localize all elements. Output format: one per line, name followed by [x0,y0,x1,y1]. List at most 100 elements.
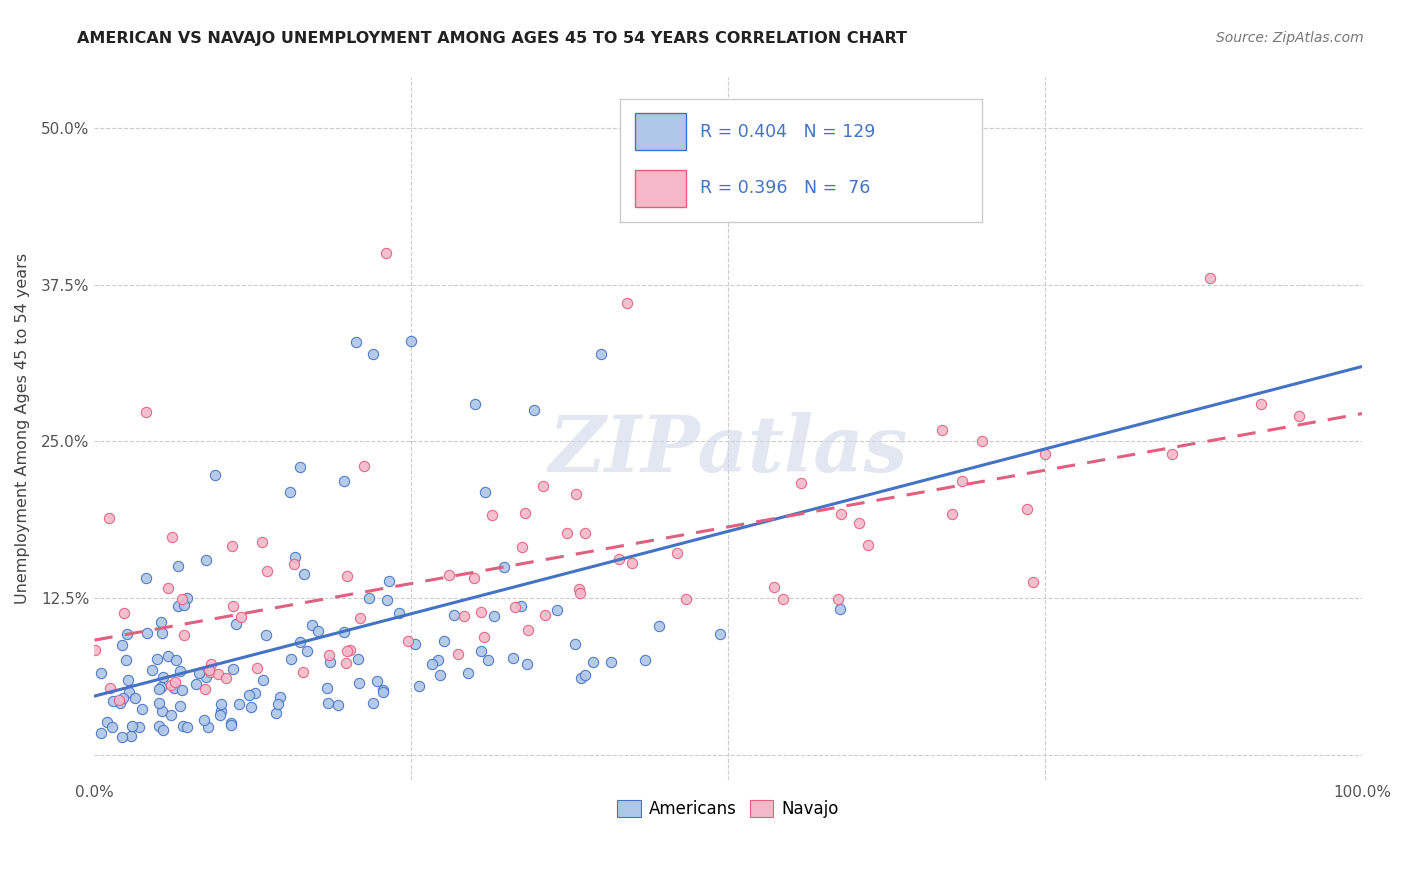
Point [396,634,419,648]
Point [790,476,813,491]
Point [111,690,134,705]
Point [333,625,356,640]
Point [347,676,370,690]
Point [366,673,388,688]
Point [115,627,138,641]
Point [1288,409,1310,424]
Point [307,624,329,638]
Point [574,668,596,682]
Point [96,714,118,729]
Point [429,668,451,682]
Point [316,681,339,695]
Point [941,508,963,522]
Point [336,568,359,582]
Point [443,608,465,623]
Point [152,670,174,684]
Point [359,591,381,605]
Point [165,652,187,666]
Point [316,697,339,711]
Point [222,662,245,676]
Point [523,402,546,417]
Point [98,511,121,525]
Point [463,571,485,585]
Point [222,599,245,613]
Point [221,539,243,553]
Point [90,726,112,740]
Point [950,474,973,488]
Point [170,683,193,698]
Point [111,638,134,652]
Point [194,682,217,697]
Point [555,526,578,541]
Point [194,553,217,567]
Point [280,484,302,499]
Point [245,661,267,675]
Point [135,571,157,585]
Point [101,694,124,708]
Point [371,683,394,698]
Point [243,685,266,699]
Point [146,651,169,665]
Legend: Americans, Navajo: Americans, Navajo [610,793,846,825]
Point [101,720,124,734]
Point [404,636,426,650]
Point [665,546,688,560]
Point [827,592,849,607]
Point [1160,447,1182,461]
Point [332,474,354,488]
Point [120,729,142,743]
Point [472,631,495,645]
Point [503,600,526,615]
Point [141,663,163,677]
Point [209,697,232,711]
Point [1199,271,1222,285]
Point [830,602,852,616]
Point [388,607,411,621]
Point [238,688,260,702]
Text: AMERICAN VS NAVAJO UNEMPLOYMENT AMONG AGES 45 TO 54 YEARS CORRELATION CHART: AMERICAN VS NAVAJO UNEMPLOYMENT AMONG AG… [77,31,907,46]
Point [290,459,312,474]
Point [492,559,515,574]
Point [200,657,222,671]
Point [165,675,187,690]
Point [371,685,394,699]
Point [481,508,503,522]
Point [772,591,794,606]
Point [607,551,630,566]
Point [269,690,291,705]
Point [931,423,953,437]
Point [169,664,191,678]
Point [848,516,870,530]
Point [221,717,243,731]
Point [1022,575,1045,590]
Point [208,708,231,723]
Point [266,698,288,712]
Point [111,730,134,744]
Point [124,691,146,706]
Point [344,335,367,350]
Point [564,487,586,501]
Point [157,581,180,595]
Point [284,549,307,564]
Point [292,566,315,581]
Point [408,680,430,694]
Point [225,616,247,631]
Point [266,706,288,721]
Point [162,681,184,695]
Point [856,538,879,552]
Point [252,535,274,549]
Point [433,634,456,648]
Point [447,647,470,661]
Point [121,719,143,733]
Point [135,405,157,419]
Point [470,605,492,619]
Point [83,643,105,657]
Point [169,699,191,714]
Point [252,673,274,687]
Point [474,485,496,500]
Point [907,133,929,147]
Point [193,714,215,728]
Point [197,720,219,734]
Point [318,648,340,662]
Point [453,609,475,624]
